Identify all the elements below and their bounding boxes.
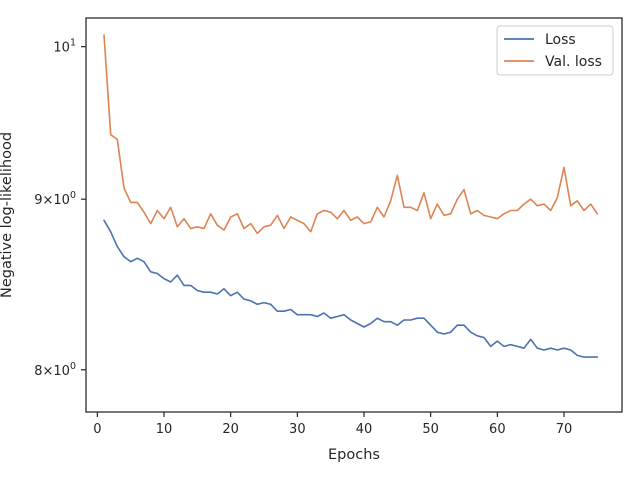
legend-label-val-loss: Val. loss xyxy=(545,54,602,70)
x-tick-label: 70 xyxy=(556,422,573,437)
y-axis-label: Negative log-likelihood xyxy=(0,132,15,298)
y-tick-label: 9×100 xyxy=(34,190,76,208)
y-tick-label: 101 xyxy=(53,38,76,56)
x-tick-label: 60 xyxy=(489,422,506,437)
plot-frame xyxy=(85,17,623,413)
legend: Loss Val. loss xyxy=(496,25,614,76)
series-line-val-loss xyxy=(103,34,599,235)
series-layer xyxy=(103,34,599,358)
x-tick-label: 0 xyxy=(93,422,101,437)
x-tick-label: 50 xyxy=(422,422,439,437)
x-tick-label: 30 xyxy=(289,422,306,437)
legend-label-loss: Loss xyxy=(545,32,576,48)
x-tick-label: 20 xyxy=(222,422,239,437)
series-line-loss xyxy=(103,219,599,358)
x-tick-label: 10 xyxy=(156,422,173,437)
x-tick-label: 40 xyxy=(356,422,373,437)
ticks-layer: 0 10 20 30 40 50 60 70 101 9×100 8×100 xyxy=(34,38,572,437)
x-axis-label: Epochs xyxy=(328,447,380,463)
y-tick-label: 8×100 xyxy=(34,361,76,379)
